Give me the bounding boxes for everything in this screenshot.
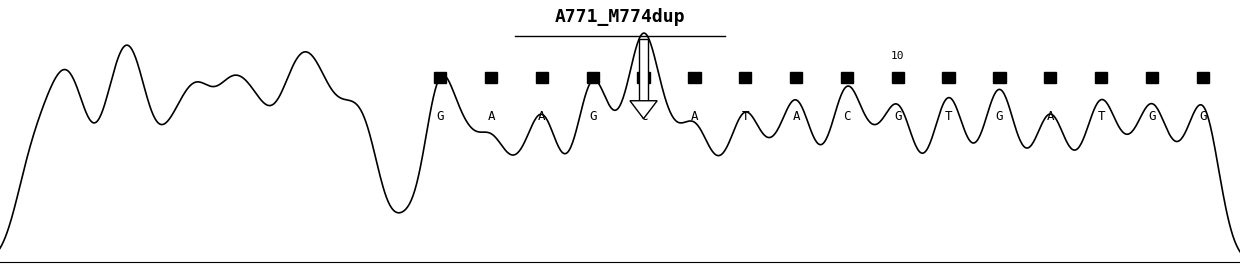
- Bar: [688, 72, 701, 83]
- Bar: [637, 72, 650, 83]
- Text: A: A: [1047, 110, 1054, 123]
- Text: 10: 10: [892, 51, 904, 61]
- Text: G: G: [894, 110, 901, 123]
- Bar: [485, 72, 497, 83]
- Bar: [892, 72, 904, 83]
- Text: C: C: [843, 110, 851, 123]
- Text: A: A: [691, 110, 698, 123]
- Bar: [1095, 72, 1107, 83]
- Text: T: T: [1097, 110, 1105, 123]
- Bar: [942, 72, 955, 83]
- Bar: [993, 72, 1006, 83]
- Bar: [434, 72, 446, 83]
- Bar: [587, 72, 599, 83]
- Text: T: T: [742, 110, 749, 123]
- Text: G: G: [1199, 110, 1207, 123]
- Bar: [841, 72, 853, 83]
- Text: A: A: [487, 110, 495, 123]
- Text: A: A: [792, 110, 800, 123]
- Text: A771_M774dup: A771_M774dup: [554, 8, 686, 26]
- Bar: [1146, 72, 1158, 83]
- Text: G: G: [589, 110, 596, 123]
- Bar: [536, 72, 548, 83]
- Bar: [640, 39, 649, 101]
- Text: A: A: [538, 110, 546, 123]
- Text: G: G: [436, 110, 444, 123]
- Polygon shape: [630, 101, 657, 119]
- Bar: [1197, 72, 1209, 83]
- Text: G: G: [1148, 110, 1156, 123]
- Text: G: G: [996, 110, 1003, 123]
- Bar: [790, 72, 802, 83]
- Bar: [1044, 72, 1056, 83]
- Text: C: C: [640, 110, 647, 123]
- Text: T: T: [945, 110, 952, 123]
- Bar: [739, 72, 751, 83]
